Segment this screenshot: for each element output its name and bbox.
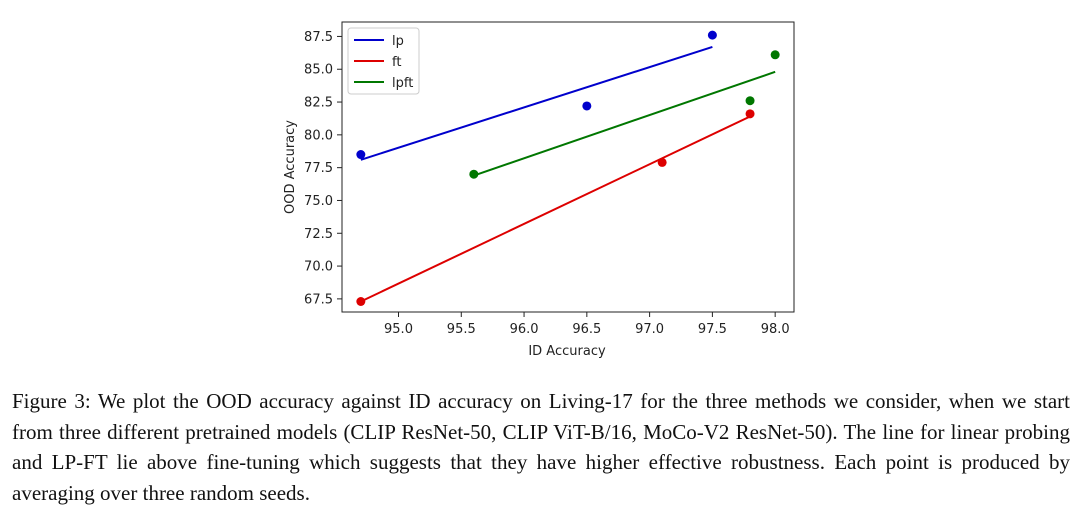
x-tick-label: 97.5 <box>698 322 727 337</box>
x-tick-label: 98.0 <box>761 322 790 337</box>
fit-line-lp <box>360 45 713 161</box>
point-ft-2 <box>657 157 667 167</box>
y-axis-label: OOD Accuracy <box>283 120 298 214</box>
chart: 95.0 95.5 96.0 96.5 97.0 97.5 98.0 67.5 70.0 72.5… <box>283 21 795 359</box>
x-tick-label: 95.0 <box>384 322 413 337</box>
y-tick-label: 72.5 <box>304 227 333 242</box>
legend-label-lp: lp <box>392 34 404 49</box>
figure-caption: Figure 3: We plot the OOD accuracy again… <box>12 389 1070 505</box>
y-tick-label: 70.0 <box>304 260 333 275</box>
x-tick-label: 95.5 <box>447 322 476 337</box>
y-tick-label: 67.5 <box>304 292 333 307</box>
fit-line-ft <box>360 115 751 303</box>
point-lp-2 <box>582 101 592 111</box>
point-ft-1 <box>356 297 366 307</box>
legend-label-ft: ft <box>392 55 401 70</box>
y-tick-label: 87.5 <box>304 30 333 45</box>
point-lpft-3 <box>770 50 780 60</box>
x-tick-label: 96.5 <box>572 322 601 337</box>
point-lp-3 <box>707 30 717 40</box>
point-ft-3 <box>745 109 755 119</box>
y-tick-label: 80.0 <box>304 128 333 143</box>
point-lpft-2 <box>745 96 755 106</box>
point-lpft-1 <box>469 169 479 179</box>
x-tick-label: 97.0 <box>635 322 664 337</box>
legend-label-lpft: lpft <box>392 76 413 91</box>
legend: lp ft lpft <box>347 27 420 95</box>
y-tick-label: 82.5 <box>304 96 333 111</box>
y-tick-label: 75.0 <box>304 194 333 209</box>
point-lp-1 <box>356 150 366 160</box>
fit-line-lpft <box>473 70 776 177</box>
x-tick-label: 96.0 <box>510 322 539 337</box>
x-axis-label: ID Accuracy <box>528 344 606 359</box>
y-tick-label: 77.5 <box>304 161 333 176</box>
y-tick-label: 85.0 <box>304 63 333 78</box>
